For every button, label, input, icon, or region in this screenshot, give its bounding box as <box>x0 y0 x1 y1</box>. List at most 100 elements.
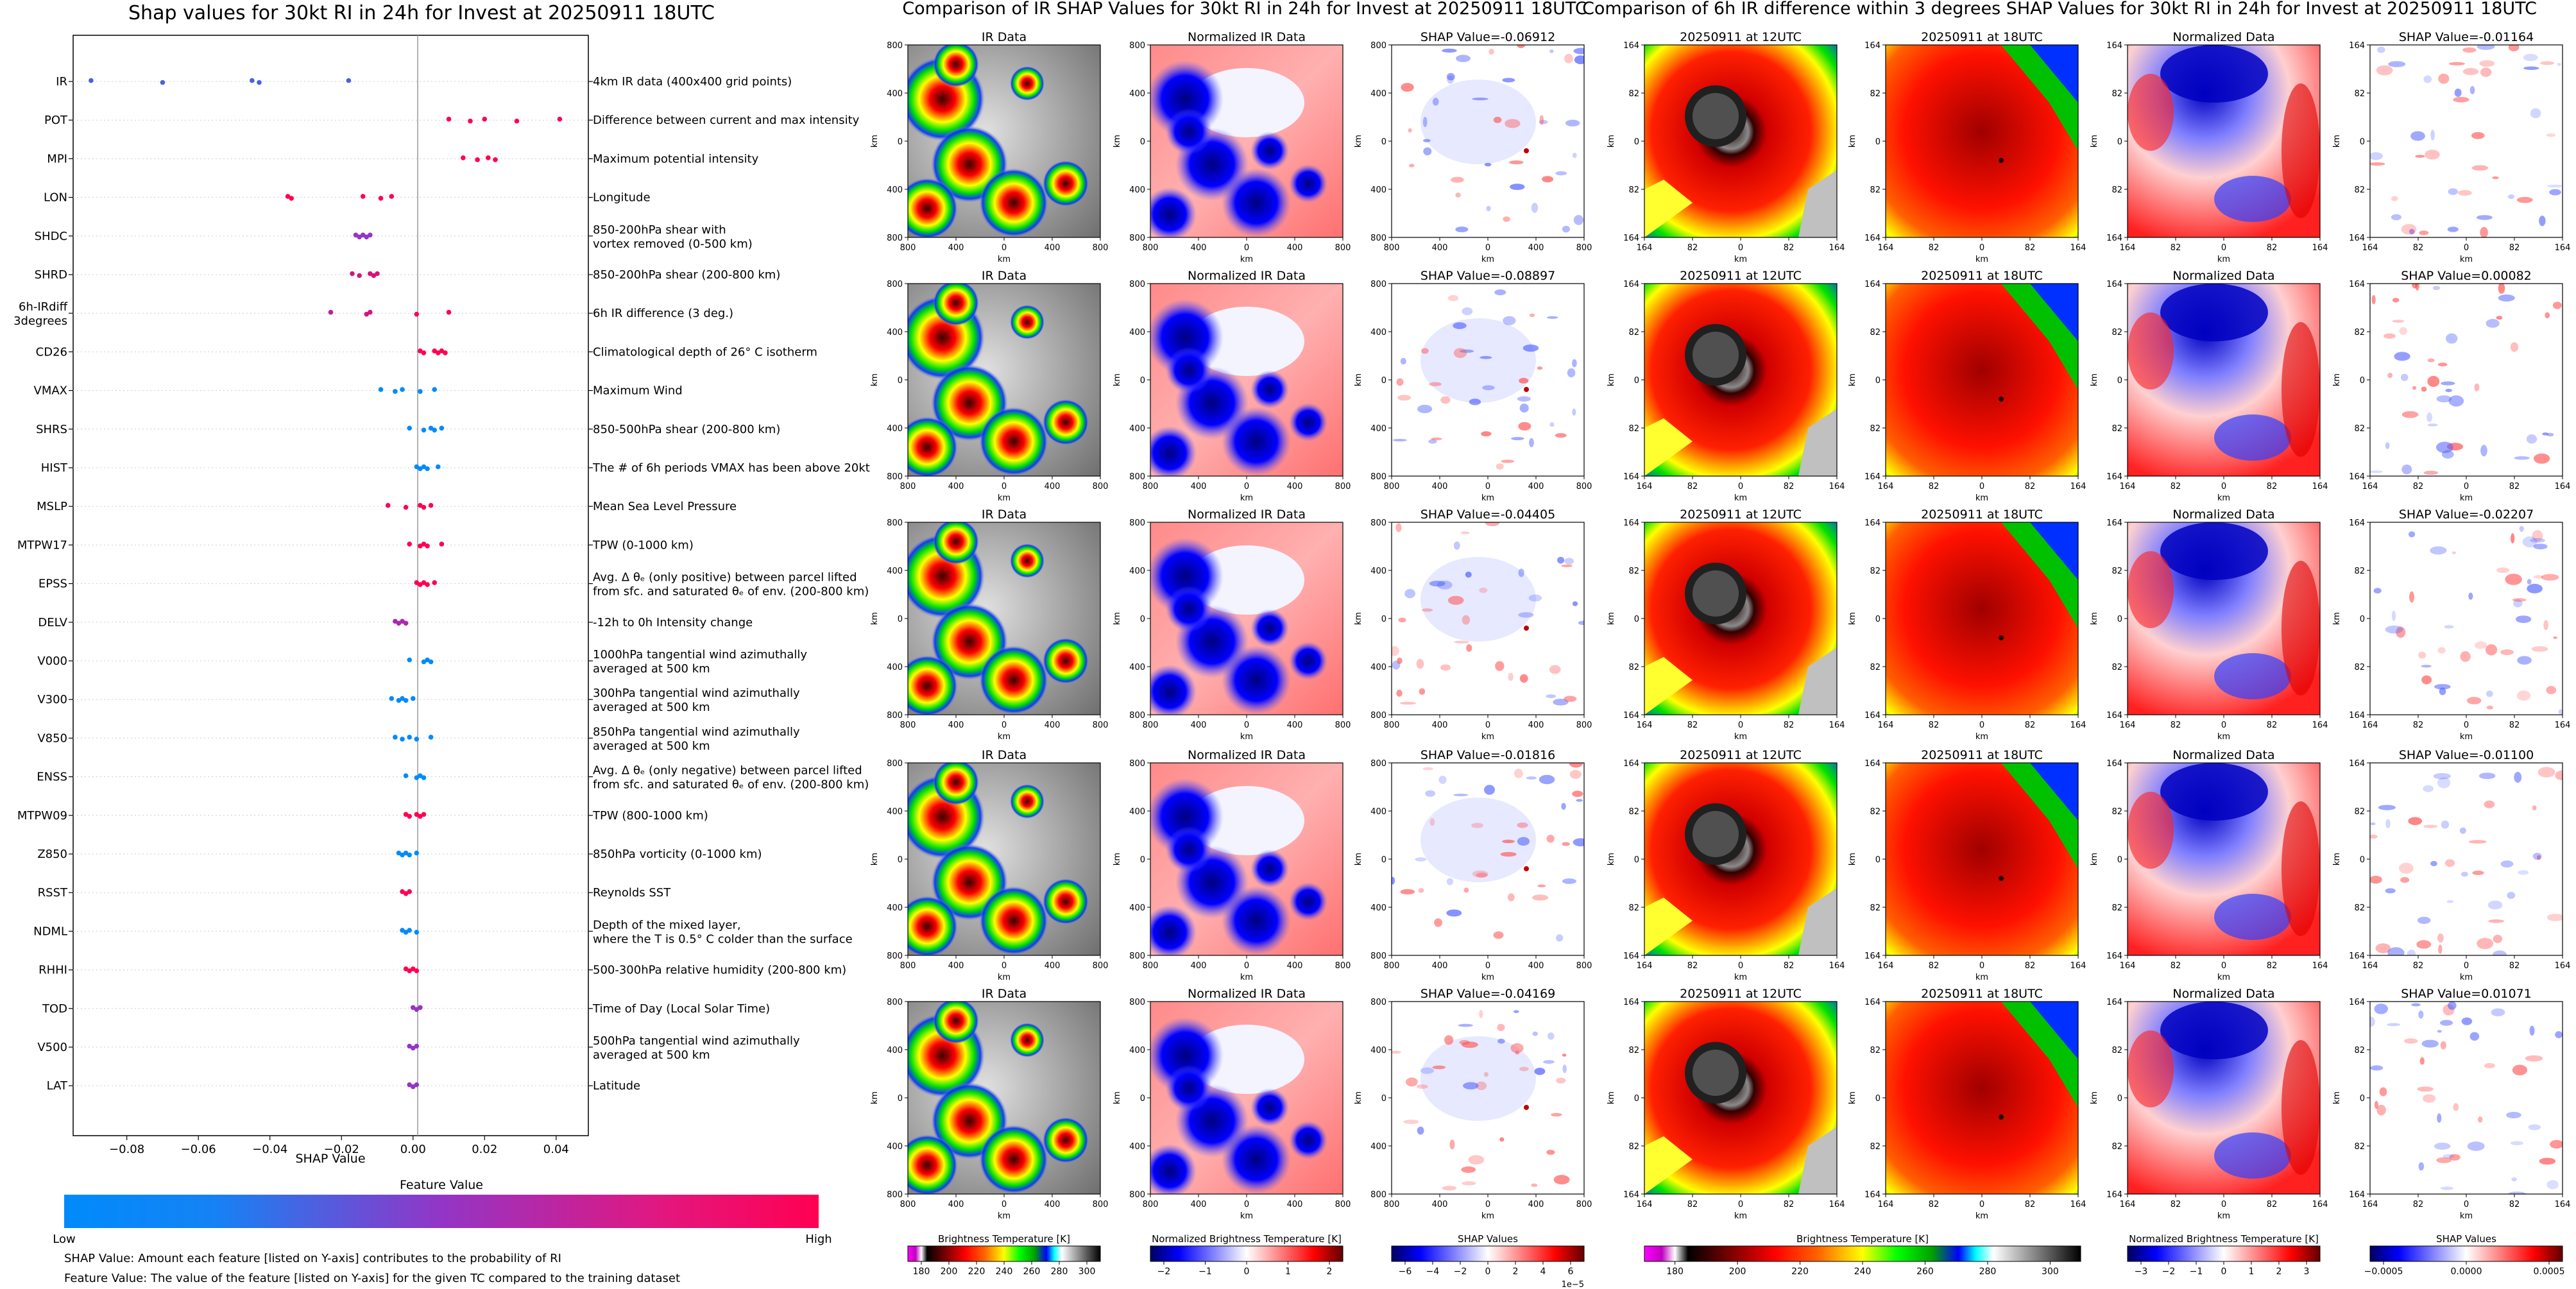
panel-x-tick-label: 164 <box>2362 482 2378 491</box>
panel-x-label: km <box>2460 1211 2473 1221</box>
colorbar-tick-label: −1 <box>2190 1267 2203 1277</box>
shap-feature-rows: IR 4km IR data (400x400 grid points) POT Di… <box>13 75 870 1093</box>
shap-point <box>414 812 420 817</box>
panel-x-tick-label: 800 <box>1335 243 1351 253</box>
panel-x-tick-label: 82 <box>2413 721 2424 730</box>
panel-x-tick-label: 164 <box>1829 961 1845 971</box>
panel-y-tick-label: 164 <box>1623 41 1639 51</box>
diff-shap-image <box>2370 522 2563 715</box>
shap-row-v500: V500 500hPa tangential wind azimuthallyav… <box>37 1034 800 1062</box>
panel-y-tick-label: 0 <box>1875 137 1881 147</box>
shap-point <box>461 155 466 160</box>
colorbar-label: SHAP Values <box>2436 1233 2496 1245</box>
panel-x-tick-label: 164 <box>2120 721 2136 730</box>
panel-title: 20250911 at 12UTC <box>1680 508 1802 522</box>
shap-point <box>414 850 420 856</box>
shap-point <box>410 1084 416 1089</box>
panel-x-label: km <box>1975 973 1988 982</box>
colorbar <box>2369 1245 2563 1262</box>
panel-y-tick-label: 800 <box>887 41 903 51</box>
panel-y-label: km <box>1607 373 1616 386</box>
shap-point <box>486 155 491 160</box>
shap-point <box>403 930 409 935</box>
shap-x-label: SHAP Value <box>295 1152 365 1166</box>
colorbar-tick-label: −2 <box>2162 1267 2176 1277</box>
panel-x-label: km <box>998 493 1011 503</box>
shap-point <box>443 350 448 355</box>
panel-y-tick-label: 800 <box>1129 41 1145 51</box>
shap-point <box>403 891 409 896</box>
shap-point <box>435 464 441 470</box>
panel-y-tick-label: 800 <box>1129 234 1145 243</box>
panel-x-tick-label: 164 <box>1829 721 1845 730</box>
panel-x-tick-label: 400 <box>948 721 964 730</box>
panel-title: SHAP Value=-0.04169 <box>1420 987 1555 1001</box>
panel-x-tick-label: 164 <box>2555 961 2571 971</box>
panel-x-tick-label: 800 <box>1576 482 1592 491</box>
shap-point <box>403 812 409 817</box>
panel-x-tick-label: 82 <box>2267 721 2278 730</box>
panel-x-tick-label: 82 <box>1929 243 1940 253</box>
shap-point <box>396 620 402 626</box>
panel-x-tick-label: 400 <box>1287 721 1303 730</box>
panel-x-tick-label: 0 <box>1485 482 1490 491</box>
shap-point <box>407 928 412 933</box>
panel-y-tick-label: 400 <box>1370 89 1386 99</box>
panel-x-tick-label: 0 <box>1485 721 1490 730</box>
shap-point <box>403 697 409 703</box>
panel-y-tick-label: 82 <box>1628 424 1639 434</box>
panel-y-tick-label: 0 <box>2117 1094 2122 1104</box>
shap-row-mtpw17: MTPW17 TPW (0-1000 km) <box>17 538 694 552</box>
panel-x-tick-label: 82 <box>1784 961 1795 971</box>
feature-code-label: IR <box>56 75 67 89</box>
panel-x-tick-label: 164 <box>2120 1200 2136 1209</box>
shap-point <box>432 427 438 433</box>
panel-x-tick-label: 164 <box>2362 721 2378 730</box>
shap-point <box>407 889 412 894</box>
panel-y-tick-label: 0 <box>898 1094 903 1104</box>
panel-y-tick-label: 82 <box>1628 567 1639 576</box>
panel-x-tick-label: 0 <box>2221 1200 2226 1209</box>
shap-point <box>425 582 430 587</box>
panel-y-tick-label: 82 <box>1870 903 1881 913</box>
colorbar-tick-label: −4 <box>1426 1267 1440 1277</box>
shap-point <box>439 542 445 547</box>
normalized-ir-image <box>1150 284 1343 476</box>
panel-y-label: km <box>1113 853 1122 866</box>
panel-y-tick-label: 800 <box>1370 518 1386 528</box>
shap-point <box>418 1005 423 1011</box>
shap-point <box>418 502 423 508</box>
panel-y-tick-label: 82 <box>2111 663 2122 672</box>
panel-x-tick-label: 0 <box>2464 243 2469 253</box>
panel-y-tick-label: 82 <box>2111 424 2122 434</box>
panel-x-tick-label: 0 <box>1979 961 1984 971</box>
panel-x-tick-label: 800 <box>1384 482 1400 491</box>
shap-point <box>407 542 412 547</box>
panel-y-tick-label: 82 <box>1870 1142 1881 1152</box>
panel-x-tick-label: 82 <box>1929 482 1940 491</box>
panel-y-tick-label: 0 <box>2360 376 2365 386</box>
panel-x-tick-label: 0 <box>1979 482 1984 491</box>
panel-y-tick-label: 82 <box>2354 663 2365 672</box>
shap-point <box>400 737 405 742</box>
panel-title: Normalized Data <box>2172 30 2274 44</box>
panel-x-tick-label: 164 <box>2555 721 2571 730</box>
shap-point <box>400 889 405 894</box>
panel-y-tick-label: 164 <box>2106 41 2122 51</box>
panel-x-tick-label: 0 <box>1244 961 1249 971</box>
panel-x-tick-label: 800 <box>1093 1200 1109 1209</box>
shap-point <box>421 775 427 780</box>
shap-point <box>410 1005 416 1011</box>
panel-x-tick-label: 0 <box>1979 721 1984 730</box>
shap-row-rhhi: RHHI 500-300hPa relative humidity (200-80… <box>38 964 846 977</box>
ir-shap-image <box>1392 522 1584 715</box>
panel-y-tick-label: 800 <box>1370 711 1386 721</box>
panel-y-tick-label: 400 <box>1370 807 1386 817</box>
panel-x-tick-label: 82 <box>2171 1200 2181 1209</box>
panel-y-tick-label: 0 <box>1381 1094 1386 1104</box>
panel-x-label: km <box>1240 1211 1253 1221</box>
feature-description: 4km IR data (400x400 grid points) <box>593 75 792 89</box>
feature-code-label: SHDC <box>35 230 67 243</box>
